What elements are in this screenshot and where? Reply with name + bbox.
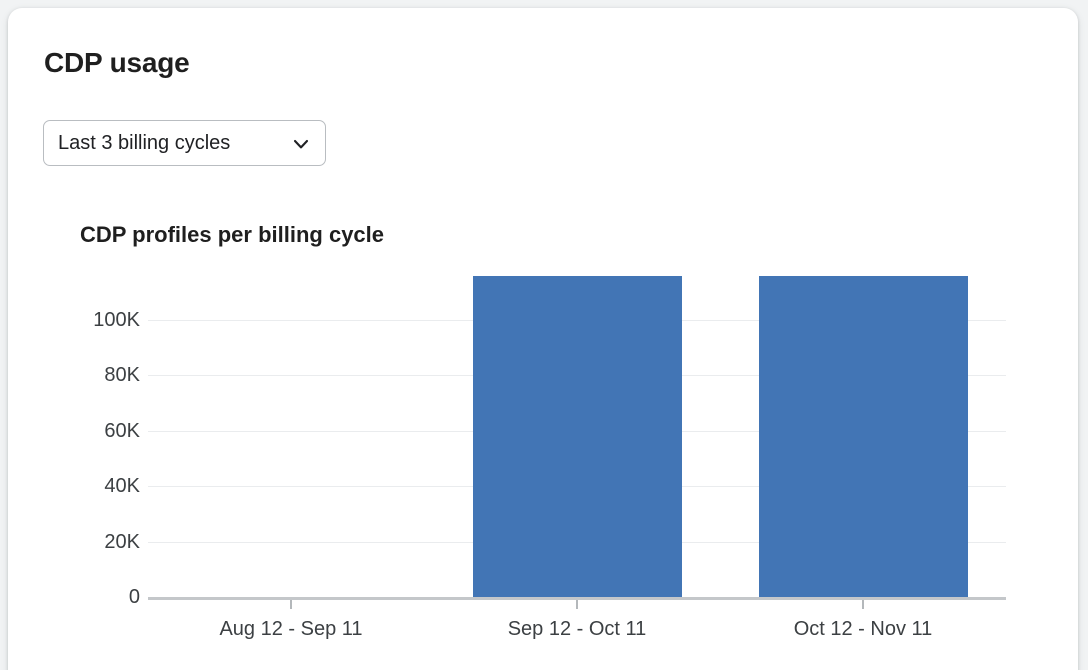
- chart-title: CDP profiles per billing cycle: [80, 222, 385, 247]
- y-axis-tick: 80K: [20, 365, 140, 385]
- page-title: CDP usage: [44, 47, 190, 78]
- x-axis-line: [148, 597, 1006, 600]
- y-axis-tick-label: 40K: [104, 475, 140, 497]
- x-axis-tick-mark: [290, 600, 292, 609]
- billing-cycle-select[interactable]: Last 3 billing cycles: [43, 120, 326, 166]
- y-axis-tick-label: 20K: [104, 530, 140, 553]
- y-axis-tick: 100K: [20, 310, 140, 330]
- y-axis-tick-label: 100K: [93, 308, 140, 331]
- y-axis-tick: 20K: [20, 532, 140, 552]
- y-axis-tick-label: 0: [128, 586, 140, 608]
- cdp-usage-card: CDP usage Last 3 billing cycles CDP prof…: [8, 8, 1078, 670]
- x-axis-tick-label: Aug 12 - Sep 11: [219, 618, 363, 640]
- bar-chart: 100K 80K 60K 40K 20K 0 Aug 12 - Sep 11 Sep 12 -…: [8, 8, 1078, 670]
- y-axis-tick: 60K: [20, 421, 140, 441]
- chevron-down-icon: [291, 134, 311, 154]
- x-axis-tick-label: Sep 12 - Oct 11: [507, 618, 647, 640]
- x-axis-tick-mark: [576, 600, 578, 609]
- y-axis-tick-label: 80K: [104, 364, 140, 386]
- y-axis-tick: 40K: [20, 476, 140, 496]
- y-axis-tick-label: 60K: [104, 419, 140, 442]
- x-axis-tick-mark: [862, 600, 864, 609]
- chart-bar[interactable]: [472, 275, 682, 597]
- x-axis-tick-label: Oct 12 - Nov 11: [793, 618, 933, 640]
- y-axis-tick: 0: [20, 587, 140, 607]
- billing-cycle-select-value: Last 3 billing cycles: [58, 132, 231, 154]
- chart-bar[interactable]: [758, 275, 968, 597]
